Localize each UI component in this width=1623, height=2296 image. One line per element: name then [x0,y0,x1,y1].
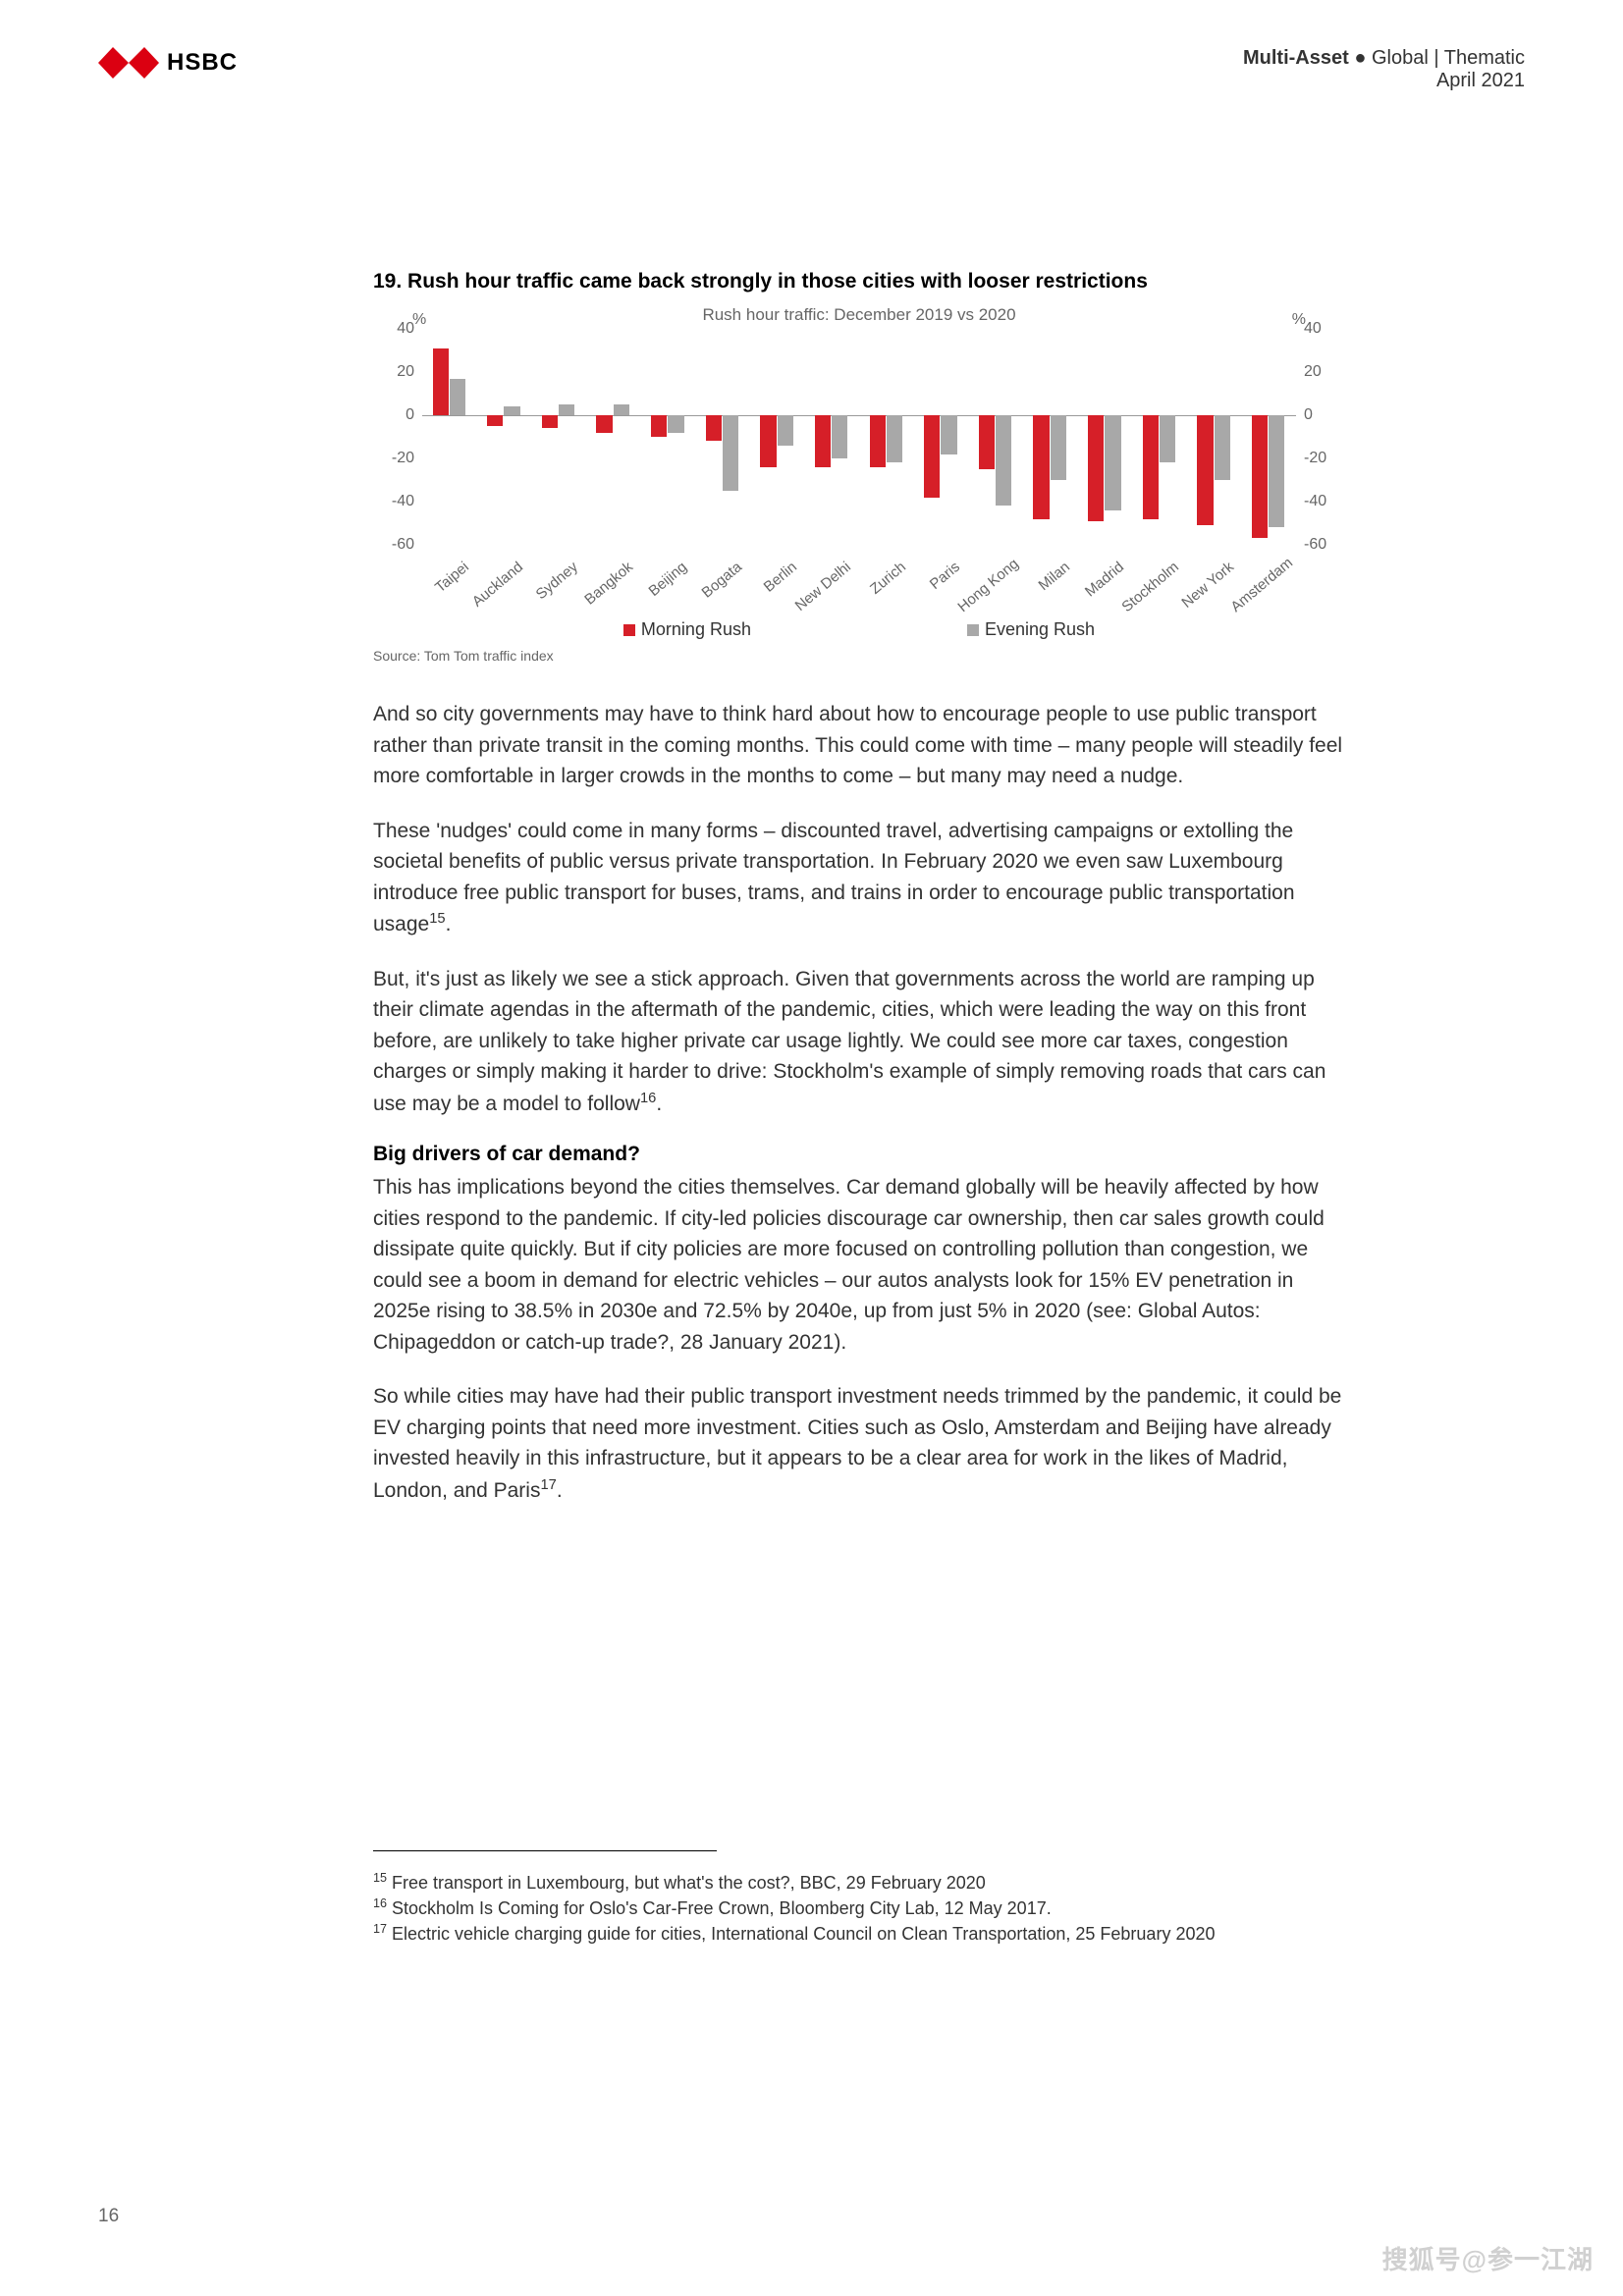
bar [596,415,612,433]
bar [1033,415,1049,519]
brand-logo: HSBC [98,47,238,79]
chart-subtitle: Rush hour traffic: December 2019 vs 2020 [373,305,1345,325]
section-heading: Big drivers of car demand? [373,1143,1345,1166]
x-axis-label: Bangkok [572,559,636,615]
footnote-ref-15: 15 [429,911,445,927]
footnote-15: 15 Free transport in Luxembourg, but wha… [373,1870,1345,1896]
page-header: HSBC Multi-Asset ● Global | Thematic Apr… [0,47,1623,92]
x-axis-label: Auckland [463,559,527,615]
x-axis-label: Paris [900,559,964,615]
bar [1215,415,1230,480]
paragraph-4: This has implications beyond the cities … [373,1172,1345,1358]
legend-swatch-evening [967,624,979,636]
bar [1160,415,1175,462]
header-meta: Multi-Asset ● Global | Thematic April 20… [1243,47,1525,92]
paragraph-1: And so city governments may have to thin… [373,699,1345,792]
watermark: 搜狐号@参一江湖 [1382,2240,1594,2276]
bar [487,415,503,426]
chart-container: % % TaipeiAucklandSydneyBangkokBeijingBo… [373,329,1345,614]
x-axis-label: Hong Kong [954,559,1018,615]
header-date: April 2021 [1243,70,1525,92]
x-axis-label: Beijing [627,559,691,615]
bar [614,404,629,415]
x-axis-label: New Delhi [791,559,855,615]
bar [1105,415,1120,510]
bar [504,406,519,415]
paragraph-5-text: So while cities may have had their publi… [373,1385,1341,1502]
hsbc-icon [98,47,159,79]
bar [832,415,847,458]
x-axis-label: Sydney [517,559,581,615]
bar [996,415,1011,506]
chart-plot-area: % % TaipeiAucklandSydneyBangkokBeijingBo… [422,329,1296,545]
bar [815,415,831,467]
bar [1143,415,1159,519]
chart-source: Source: Tom Tom traffic index [373,648,1345,664]
footnote-16: 16 Stockholm Is Coming for Oslo's Car-Fr… [373,1896,1345,1921]
chart-bars: TaipeiAucklandSydneyBangkokBeijingBogata… [422,329,1296,545]
bar [433,348,449,415]
bar [651,415,667,437]
x-axis-label: Bogata [681,559,745,615]
y-axis-unit-left: % [412,311,426,329]
paragraph-3: But, it's just as likely we see a stick … [373,964,1345,1120]
bar [1197,415,1213,525]
paragraph-5: So while cities may have had their publi… [373,1381,1345,1506]
bar [1252,415,1268,538]
header-category: Multi-Asset [1243,47,1349,69]
bar [1088,415,1104,521]
bar [941,415,956,454]
brand-text: HSBC [167,49,238,77]
bar [778,415,793,446]
chart-legend: Morning Rush Evening Rush [373,619,1345,640]
bar [706,415,722,441]
main-content: 19. Rush hour traffic came back strongly… [373,270,1345,1529]
footnotes-separator [373,1850,717,1851]
paragraph-2: These 'nudges' could come in many forms … [373,816,1345,940]
legend-swatch-morning [623,624,635,636]
bar [559,404,574,415]
footnote-ref-17: 17 [540,1477,556,1493]
bar [450,379,465,415]
chart-title: 19. Rush hour traffic came back strongly… [373,270,1345,294]
bar [870,415,886,467]
footnote-17: 17 Electric vehicle charging guide for c… [373,1921,1345,1947]
legend-label-evening: Evening Rush [985,619,1095,640]
footnotes: 15 Free transport in Luxembourg, but wha… [373,1870,1345,1948]
header-scope: ● Global | Thematic [1354,47,1525,69]
bar [1051,415,1066,480]
x-axis-label: Madrid [1064,559,1128,615]
x-axis-label: Berlin [736,559,800,615]
bar [760,415,776,467]
footnote-ref-16: 16 [640,1091,656,1106]
x-axis-label: Amsterdam [1228,559,1292,615]
bar [542,415,558,428]
legend-label-morning: Morning Rush [641,619,751,640]
bar [723,415,738,491]
bar [979,415,995,469]
bar [887,415,902,462]
x-axis-label: Zurich [845,559,909,615]
bar [924,415,940,498]
paragraph-2-text: These 'nudges' could come in many forms … [373,820,1295,936]
paragraph-3-text: But, it's just as likely we see a stick … [373,968,1325,1115]
legend-item-morning: Morning Rush [623,619,751,640]
page-number: 16 [98,2206,119,2227]
legend-item-evening: Evening Rush [967,619,1095,640]
x-axis-label: New York [1173,559,1237,615]
x-axis-label: Taipei [408,559,472,615]
x-axis-label: Stockholm [1118,559,1182,615]
bar [1269,415,1284,527]
bar [668,415,683,433]
